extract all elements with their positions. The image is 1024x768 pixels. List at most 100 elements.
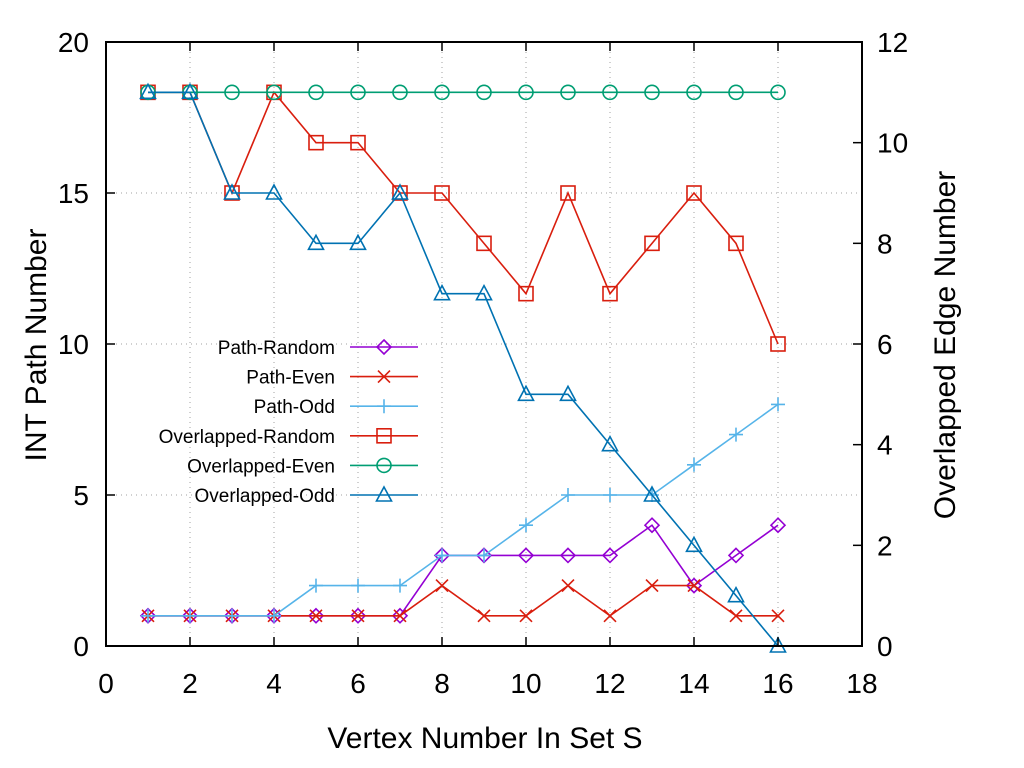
data-point-path-odd: [603, 488, 617, 502]
legend-item-overlapped-odd: Overlapped-Odd: [195, 485, 418, 507]
data-point-path-odd: [729, 427, 743, 442]
data-point-overlapped-odd: [517, 384, 535, 402]
data-point-overlapped-even: [308, 84, 324, 101]
data-point-path-odd: [183, 608, 197, 623]
data-point-path-even: [477, 609, 491, 623]
data-point-path-even: [309, 609, 323, 623]
data-point-path-random: [391, 607, 409, 624]
y2-axis-title: Overlapped Edge Number: [929, 171, 962, 520]
y2-tick-label: 8: [877, 228, 893, 259]
data-point-path-random: [769, 517, 787, 534]
data-point-overlapped-odd: [223, 183, 241, 200]
y-tick-label: 20: [58, 27, 89, 58]
data-point-path-random: [559, 547, 577, 564]
y2-tick-label: 12: [877, 27, 908, 58]
data-point-path-even: [519, 609, 533, 623]
y2-tick-label: 0: [877, 631, 893, 662]
data-point-path-odd: [393, 578, 407, 593]
data-point-overlapped-even: [266, 84, 282, 101]
data-point-path-odd: [267, 608, 281, 623]
data-point-overlapped-random: [728, 235, 744, 252]
legend-item-overlapped-random: Overlapped-Random: [159, 427, 418, 448]
legend-label-overlapped-odd: Overlapped-Odd: [195, 486, 335, 507]
data-point-path-random: [349, 607, 367, 624]
data-point-path-even: [351, 609, 365, 623]
data-point-overlapped-even: [350, 84, 366, 101]
data-point-path-random: [643, 517, 661, 534]
data-point-overlapped-random: [476, 235, 492, 252]
data-point-path-random: [517, 547, 535, 564]
data-point-overlapped-odd: [181, 82, 199, 100]
x-tick-label: 4: [266, 668, 282, 699]
data-point-path-random: [685, 577, 703, 594]
data-point-overlapped-random: [434, 185, 450, 201]
series-line-path-odd: [148, 403, 779, 617]
series-line-overlapped-odd: [148, 91, 779, 647]
data-point-overlapped-random: [644, 235, 660, 252]
x-tick-label: 0: [98, 668, 114, 699]
data-point-path-odd: [771, 397, 785, 412]
data-point-overlapped-random: [518, 285, 534, 302]
legend-item-overlapped-even: Overlapped-Even: [187, 456, 418, 477]
data-point-overlapped-random: [770, 336, 786, 352]
data-point-overlapped-odd: [307, 233, 325, 251]
y-tick-label: 10: [58, 329, 89, 360]
series-overlapped-random: [140, 84, 786, 352]
y-tick-label: 0: [73, 631, 89, 662]
data-point-overlapped-odd: [601, 434, 619, 452]
legend-label-path-even: Path-Even: [246, 368, 335, 389]
data-point-overlapped-odd: [391, 183, 409, 200]
data-point-overlapped-even: [434, 84, 450, 101]
data-point-overlapped-even: [560, 84, 576, 101]
data-point-overlapped-odd: [475, 283, 493, 301]
data-point-path-odd: [351, 578, 365, 593]
series-path-odd: [141, 397, 785, 623]
data-point-path-odd: [435, 548, 449, 563]
x-tick-label: 16: [762, 668, 793, 699]
data-point-path-even: [687, 579, 701, 593]
legend-label-path-odd: Path-Odd: [254, 397, 335, 418]
y-tick-label: 15: [58, 178, 89, 209]
y-axis-title: INT Path Number: [20, 229, 53, 462]
plot-area: [139, 82, 787, 653]
legend-marker-overlapped-random: [376, 427, 392, 444]
data-point-path-even: [603, 609, 617, 623]
y2-tick-label: 4: [877, 430, 893, 461]
legend-item-path-even: Path-Even: [246, 368, 418, 389]
legend-item-path-random: Path-Random: [218, 338, 418, 359]
data-point-overlapped-odd: [349, 233, 367, 251]
y2-tick-label: 6: [877, 329, 893, 360]
data-point-overlapped-even: [602, 84, 618, 101]
data-point-path-odd: [141, 608, 155, 623]
series-overlapped-even: [140, 84, 786, 101]
series-line-path-random: [148, 524, 779, 617]
series-line-overlapped-random: [148, 90, 779, 345]
data-point-overlapped-even: [728, 84, 744, 101]
y2-tick-label: 2: [877, 530, 893, 561]
series-overlapped-odd: [139, 82, 787, 653]
data-point-overlapped-odd: [685, 535, 703, 553]
data-point-overlapped-even: [770, 84, 786, 101]
data-point-path-odd: [519, 518, 533, 533]
x-tick-label: 10: [510, 668, 541, 699]
data-point-overlapped-odd: [559, 384, 577, 402]
data-point-path-even: [771, 609, 785, 623]
data-point-path-odd: [561, 488, 575, 502]
legend-label-overlapped-random: Overlapped-Random: [159, 427, 335, 448]
legend-label-overlapped-even: Overlapped-Even: [187, 456, 335, 477]
data-point-overlapped-odd: [643, 485, 661, 502]
legend-marker-overlapped-even: [376, 457, 392, 474]
legend-marker-path-even: [377, 370, 391, 384]
data-point-path-even: [393, 609, 407, 623]
data-point-overlapped-odd: [727, 585, 745, 603]
data-point-overlapped-random: [350, 134, 366, 151]
data-point-path-odd: [477, 548, 491, 563]
x-tick-label: 14: [678, 668, 709, 699]
legend-marker-overlapped-odd: [375, 485, 393, 502]
legend-marker-path-random: [375, 338, 393, 356]
data-point-path-random: [601, 547, 619, 564]
data-point-overlapped-random: [560, 185, 576, 201]
legend-item-path-odd: Path-Odd: [254, 397, 418, 418]
data-point-overlapped-odd: [265, 183, 283, 200]
